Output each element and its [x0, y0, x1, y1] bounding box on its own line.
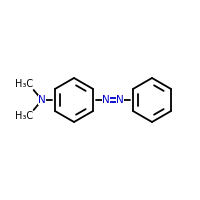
Text: N: N [116, 95, 124, 105]
Text: N: N [38, 95, 46, 105]
Text: H₃C: H₃C [15, 111, 33, 121]
Text: H₃C: H₃C [15, 79, 33, 89]
Text: N: N [102, 95, 110, 105]
